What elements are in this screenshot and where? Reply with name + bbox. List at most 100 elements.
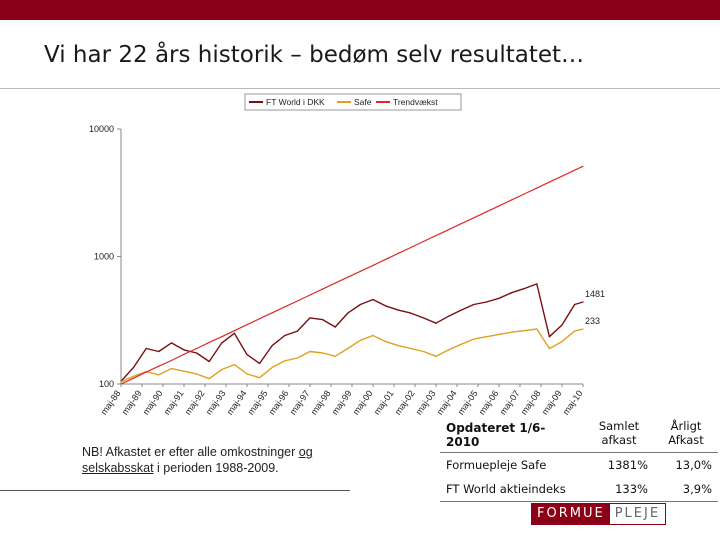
data-point	[221, 342, 223, 344]
data-point	[322, 288, 324, 290]
data-point	[473, 303, 475, 306]
end-value-label: 1481	[585, 289, 605, 299]
data-point	[322, 319, 324, 321]
data-point	[385, 341, 387, 343]
data-point	[296, 357, 298, 359]
logo-part-2: PLEJE	[609, 504, 666, 524]
data-point	[359, 303, 361, 306]
data-point	[208, 378, 210, 380]
data-point	[410, 347, 412, 350]
data-point	[233, 364, 235, 366]
data-point	[548, 336, 551, 338]
data-point	[523, 330, 525, 332]
data-point	[158, 374, 160, 376]
data-point	[334, 282, 336, 284]
data-point	[372, 298, 374, 301]
results-header-row: Opdateret 1/6-2010 Samlet afkast Årligt …	[440, 413, 718, 453]
data-point	[271, 345, 273, 347]
data-point	[536, 283, 538, 285]
data-point	[133, 366, 135, 368]
x-tick-label: maj-00	[351, 388, 375, 416]
data-point	[448, 349, 450, 351]
data-point	[523, 193, 525, 195]
data-point	[233, 330, 235, 332]
data-point	[548, 181, 551, 183]
results-table: Opdateret 1/6-2010 Samlet afkast Årligt …	[440, 413, 718, 502]
data-point	[448, 315, 450, 317]
data-point	[422, 240, 424, 243]
data-point	[397, 252, 399, 254]
x-tick-label: maj-90	[141, 388, 165, 416]
data-point	[246, 373, 248, 375]
data-point	[259, 362, 261, 364]
data-point	[435, 322, 437, 324]
x-tick-label: maj-93	[204, 388, 228, 416]
data-point	[284, 306, 286, 308]
data-point	[347, 276, 349, 278]
top-banner	[0, 0, 720, 20]
data-point	[196, 373, 198, 375]
data-point	[536, 328, 538, 330]
data-point	[511, 331, 513, 333]
data-point	[284, 360, 286, 362]
data-point	[448, 229, 450, 231]
chart-legend	[244, 93, 462, 111]
data-point	[183, 353, 185, 355]
legend-label: FT World i DKK	[266, 97, 325, 107]
data-point	[347, 347, 349, 350]
results-header-annual: Årligt Afkast	[654, 413, 718, 453]
data-point	[511, 199, 513, 201]
data-point	[485, 301, 487, 303]
data-point	[347, 312, 349, 314]
data-point	[372, 264, 374, 266]
data-point	[561, 341, 563, 343]
data-point	[183, 349, 185, 351]
x-tick-label: maj-98	[309, 388, 333, 416]
x-tick-label: maj-96	[267, 388, 291, 416]
data-point	[309, 294, 311, 296]
title-divider	[0, 88, 720, 89]
legend-label: Safe	[354, 97, 372, 107]
data-point	[372, 334, 374, 337]
data-point	[435, 355, 437, 357]
data-point	[221, 368, 223, 371]
x-tick-label: maj-89	[120, 388, 144, 416]
x-tick-label: maj-91	[162, 388, 186, 416]
data-point	[582, 301, 584, 303]
logo-part-1: FORMUE	[532, 504, 610, 524]
x-tick-label: maj-99	[330, 388, 354, 416]
data-point	[334, 355, 336, 357]
data-point	[561, 324, 563, 326]
data-point	[582, 165, 584, 167]
data-point	[296, 330, 298, 332]
note-text-2: i perioden 1988-2009.	[153, 461, 279, 475]
x-tick-label: maj-97	[288, 388, 312, 416]
data-point	[574, 303, 576, 306]
data-point	[284, 334, 286, 337]
data-point	[158, 365, 160, 367]
data-point	[397, 309, 399, 311]
data-point	[574, 330, 576, 332]
x-tick-label: maj-95	[246, 388, 270, 416]
data-point	[422, 350, 424, 353]
data-point	[170, 342, 172, 344]
data-point	[309, 317, 311, 319]
data-point	[523, 288, 525, 290]
data-point	[511, 292, 513, 294]
data-point	[334, 326, 336, 328]
results-header-total: Samlet afkast	[584, 413, 654, 453]
data-point	[208, 360, 210, 363]
fund-name: Formuepleje Safe	[446, 458, 547, 472]
data-point	[385, 258, 387, 260]
data-point	[460, 309, 462, 311]
data-point	[271, 366, 273, 368]
data-point	[259, 318, 261, 320]
data-point	[561, 175, 563, 177]
y-tick-label: 10000	[89, 124, 114, 134]
data-point	[208, 341, 210, 343]
legend-label: Trendvækst	[393, 97, 438, 107]
data-point	[246, 324, 248, 326]
x-tick-label: maj-03	[414, 388, 438, 416]
slide-title: Vi har 22 års historik – bedøm selv resu…	[44, 42, 585, 68]
results-header-updated: Opdateret 1/6-2010	[440, 413, 584, 453]
